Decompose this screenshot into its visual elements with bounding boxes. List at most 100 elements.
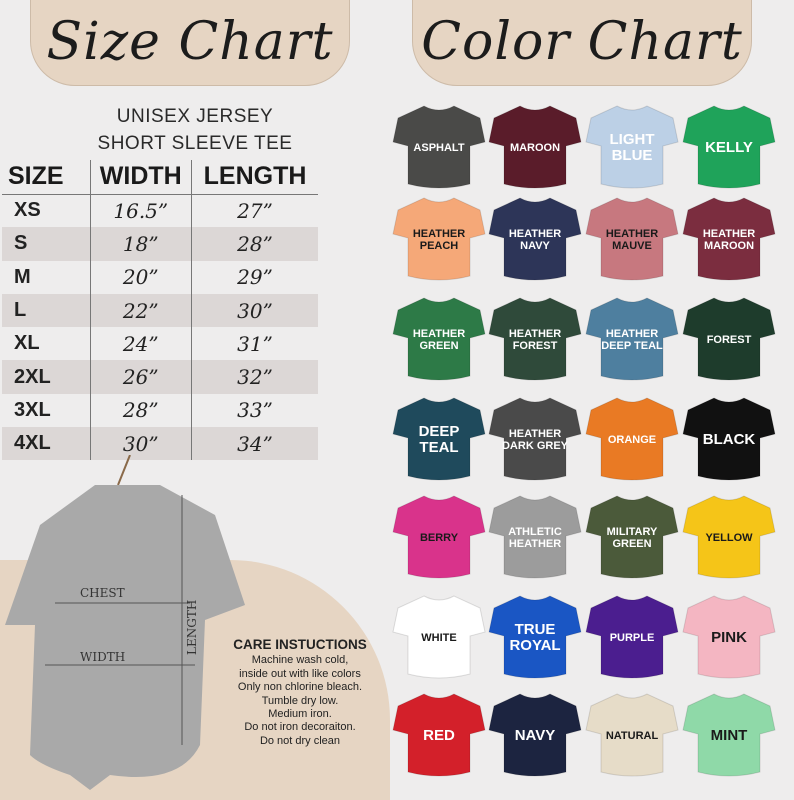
tshirt-icon [682,495,776,579]
color-swatch-heather-green: HEATHER GREEN [390,292,488,384]
table-row: 3XL 28” 33” [2,393,318,428]
cell-length: 28” [191,227,318,261]
color-name: PURPLE [609,632,655,644]
cell-width: 28” [89,393,192,428]
color-name: HEATHER DEEP TEAL [601,328,663,352]
color-chart-title: Color Chart [412,0,752,86]
color-swatch-maroon: MAROON [486,100,584,192]
hanger-hook [117,455,131,486]
color-name: BERRY [419,532,459,544]
color-swatch-berry: BERRY [390,490,488,582]
tshirt-icon [392,197,486,281]
color-name: ATHLETIC HEATHER [508,526,562,550]
cell-size: M [14,265,31,288]
color-name: WHITE [421,632,457,644]
color-swatch-red: RED [390,688,488,780]
color-swatch-purple: PURPLE [583,590,681,682]
cell-length: 32” [191,360,318,394]
cell-width: 30” [89,427,192,461]
tshirt-icon [585,397,679,481]
table-row: 2XL 26” 32” [2,360,318,394]
cell-length: 27” [191,194,318,228]
color-swatch-kelly: KELLY [680,100,778,192]
color-swatch-light-blue: LIGHT BLUE [583,100,681,192]
color-name: MAROON [509,142,561,154]
color-name: HEATHER NAVY [508,228,562,252]
color-name: DEEP TEAL [418,423,460,456]
care-line: Machine wash cold, [251,654,349,667]
color-name: TRUE ROYAL [509,621,561,654]
color-swatch-heather-mauve: HEATHER MAUVE [583,192,681,284]
tshirt-icon [488,595,582,679]
measurement-shirt-illustration: CHEST WIDTH LENGTH [5,455,245,790]
tshirt-icon [488,297,582,381]
care-title: CARE INSTUCTIONS [233,637,367,652]
cell-size: XL [14,332,40,355]
color-swatch-white: WHITE [390,590,488,682]
product-subtitle-2: SHORT SLEEVE TEE [97,133,293,154]
color-name: MINT [710,727,748,744]
care-line: Do not iron decoraiton. [244,721,356,734]
tshirt-icon [682,693,776,777]
color-swatch-orange: ORANGE [583,392,681,484]
color-swatch-heather-dark-grey: HEATHER DARK GREY [486,392,584,484]
size-table: SIZE WIDTH LENGTH XS 16.5” 27” S 18” 28” M 20” 2… [2,160,318,461]
cell-length: 30” [191,293,318,328]
tshirt-icon [682,297,776,381]
color-swatch-heather-forest: HEATHER FOREST [486,292,584,384]
cell-width: 26” [89,360,192,394]
header-size: SIZE [2,160,90,195]
color-swatch-mint: MINT [680,688,778,780]
tshirt-icon [488,397,582,481]
tshirt-icon [682,595,776,679]
tshirt-icon [392,105,486,189]
tshirt-icon [585,297,679,381]
cell-width: 24” [89,327,192,361]
cell-width: 18” [89,227,192,261]
tshirt-icon [488,105,582,189]
cell-size: S [2,227,90,261]
cell-width: 22” [89,293,192,328]
color-swatch-asphalt: ASPHALT [390,100,488,192]
color-name: NAVY [514,727,556,744]
care-line: Only non chlorine bleach. [237,681,363,694]
care-line: inside out with like colors [239,667,361,680]
tshirt-icon [682,197,776,281]
color-swatch-black: BLACK [680,392,778,484]
cell-size: L [2,293,90,328]
cell-length: 33” [191,393,318,428]
color-swatch-deep-teal: DEEP TEAL [390,392,488,484]
color-swatch-athletic-heather: ATHLETIC HEATHER [486,490,584,582]
tshirt-icon [488,693,582,777]
header-width: WIDTH [89,160,192,195]
tshirt-icon [585,495,679,579]
cell-width: 20” [89,260,192,294]
table-header: SIZE WIDTH LENGTH [2,160,318,195]
color-swatch-pink: PINK [680,590,778,682]
table-row: S 18” 28” [2,227,318,261]
color-swatch-yellow: YELLOW [680,490,778,582]
tshirt-icon [585,197,679,281]
color-name: RED [423,727,455,744]
cell-length: 34” [191,427,318,461]
cell-size: 3XL [14,398,51,421]
color-swatch-natural: NATURAL [583,688,681,780]
care-instructions: CARE INSTUCTIONS Machine wash cold, insid… [212,638,388,748]
chest-label: CHEST [80,586,125,600]
color-name: ASPHALT [413,142,465,154]
color-swatch-military-green: MILITARY GREEN [583,490,681,582]
tshirt-icon [585,693,679,777]
color-swatch-heather-deep-teal: HEATHER DEEP TEAL [583,292,681,384]
color-name: HEATHER GREEN [412,328,466,352]
color-name: NATURAL [605,730,659,742]
color-swatch-true-royal: TRUE ROYAL [486,590,584,682]
tshirt-icon [392,297,486,381]
tshirt-icon [682,105,776,189]
color-name: HEATHER PEACH [412,228,466,252]
color-name: HEATHER DARK GREY [501,428,568,452]
table-row: 4XL 30” 34” [2,427,318,461]
cell-size: 4XL [2,427,90,461]
grey-shirt [5,485,245,790]
care-line: Medium iron. [268,708,332,721]
color-name: FOREST [706,334,752,346]
